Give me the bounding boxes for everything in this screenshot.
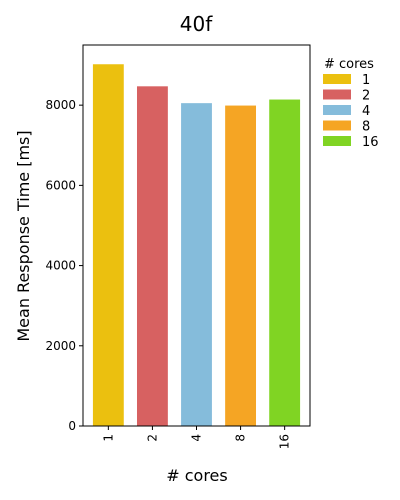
legend-swatch-8 <box>323 120 351 131</box>
legend-swatch-1 <box>323 74 351 84</box>
bar-2 <box>136 86 168 427</box>
y-tick-label: 2000 <box>45 339 76 353</box>
bar-1 <box>92 64 124 427</box>
x-tick-label: 4 <box>190 434 204 442</box>
legend-label-1: 1 <box>362 73 370 88</box>
bar-4 <box>181 103 212 426</box>
legend-swatch-2 <box>323 89 351 100</box>
x-tick-label: 1 <box>101 434 115 442</box>
y-axis-ticks: 0 2000 4000 6000 8000 <box>45 98 83 433</box>
legend-label-4: 4 <box>362 104 370 119</box>
bar-8 <box>225 105 257 426</box>
legend-label-8: 8 <box>362 120 370 135</box>
y-tick-label: 0 <box>68 419 76 433</box>
y-tick-label: 6000 <box>45 178 76 192</box>
x-tick-label: 16 <box>278 434 292 449</box>
legend-label-2: 2 <box>362 89 370 104</box>
chart-title: 40f <box>180 12 213 36</box>
legend-label-16: 16 <box>362 135 379 150</box>
legend-swatch-4 <box>323 105 351 115</box>
x-axis-label: # cores <box>166 466 227 485</box>
x-axis-ticks: 1 2 4 8 16 <box>101 426 292 449</box>
y-axis-label: Mean Response Time [ms] <box>14 130 33 341</box>
legend-swatch-16 <box>323 136 351 146</box>
legend-title: # cores <box>324 57 374 72</box>
bars-group <box>92 64 301 427</box>
x-tick-label: 2 <box>145 434 159 442</box>
x-tick-label: 8 <box>234 434 248 442</box>
plot-frame <box>82 44 311 427</box>
bar-16 <box>269 99 301 427</box>
y-tick-label: 4000 <box>45 259 76 273</box>
y-tick-label: 8000 <box>45 98 76 112</box>
